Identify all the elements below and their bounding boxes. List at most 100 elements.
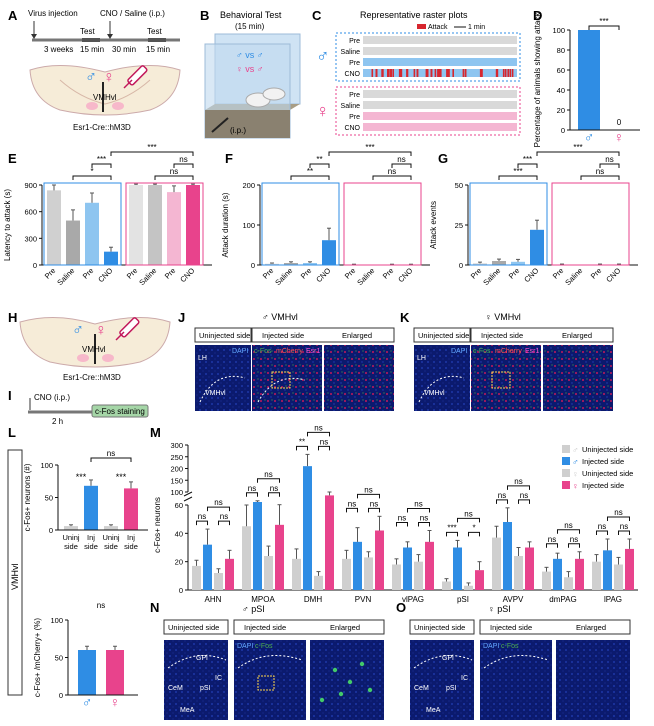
n-injected-image (234, 640, 306, 720)
e-sig2-line (173, 163, 194, 168)
m-sig-2-c-label: ns (314, 423, 322, 432)
m-sig-8-b-label: ns (620, 522, 628, 531)
g-bar-2 (511, 261, 525, 265)
m-sig-7-a-line (546, 543, 558, 548)
legend-scale: 1 min (468, 24, 485, 31)
j-enlarged-image (324, 345, 394, 411)
l-top-x-label-0-b: side (64, 542, 78, 551)
g-sig2-line (599, 163, 620, 168)
k-lh-label: LH (417, 355, 426, 362)
attack-tick (371, 69, 374, 77)
k-vmhvl-label: VMHvl (424, 390, 445, 397)
n-uninjected-label: Uninjected side (168, 623, 219, 632)
j-region-outline-2 (257, 377, 306, 403)
m-bar-vlPAG-2 (414, 561, 423, 590)
raster-row-bar-male-2 (363, 58, 517, 66)
m-sig-4-b-line (418, 522, 430, 527)
e-bar-5 (148, 185, 162, 265)
d-sig-label: *** (599, 17, 608, 26)
raster-title: Representative raster plots (360, 10, 468, 20)
panel-j-title: ♂ VMHvl (262, 312, 298, 322)
m-bar-vlPAG-0 (392, 564, 401, 590)
f-y-tick-label: 100 (242, 221, 255, 230)
f-sig1-line (309, 163, 330, 168)
g-bar-0 (473, 263, 487, 265)
m-bar-AVPV-3 (525, 547, 534, 590)
l-top-sig-between-line (90, 457, 132, 462)
m-y-label: c-Fos+ neurons (153, 497, 162, 553)
e-y-label: Latency to attack (s) (3, 189, 12, 261)
e-sig4-line (154, 175, 194, 180)
n-uninjected-header (163, 619, 229, 635)
j-injected-header (251, 327, 395, 343)
m-y-tick-label: 150 (170, 476, 183, 485)
e-sig2-label: ns (179, 155, 187, 164)
f-y-label: Attack duration (s) (221, 192, 230, 257)
f-sig0-line (290, 175, 330, 180)
o-outline-2 (483, 655, 549, 669)
m-legend-label-1: Injected side (582, 457, 624, 466)
m-x-label-3: PVN (355, 595, 372, 604)
l-top-x-label-2-a: Uninj (102, 533, 119, 542)
attack-tick (481, 69, 483, 77)
male-symbol-c: ♂ (316, 46, 330, 66)
m-sig-2-b-line (318, 445, 330, 451)
m-sig-6-a-label: ns (498, 491, 506, 500)
m-sig-6-b-line (518, 499, 530, 504)
m-sig-1-b-label: ns (270, 484, 278, 493)
o-region-cem: CeM (414, 685, 429, 692)
m-sig-2-a-label: ** (299, 437, 305, 446)
l-top-x-label-1-a: Inj (87, 533, 95, 542)
j-uninjected-image (195, 345, 251, 411)
d-y-tick-label: 60 (557, 66, 565, 75)
attack-tick (416, 69, 419, 77)
m-bar-dmPAG-3 (575, 558, 584, 590)
l-top-y-label: c-Fos+ neurons (#) (23, 463, 32, 531)
e-bar-0 (47, 190, 61, 265)
m-bar-AHN-0 (192, 565, 201, 590)
attack-tick (496, 69, 499, 77)
j-uninjected-header (194, 327, 252, 343)
o-region-psi: pSI (446, 685, 457, 692)
m-legend-swatch-2 (562, 469, 570, 477)
d-y-tick-label: 20 (557, 106, 565, 115)
k-esr1-label: Esr1 (525, 348, 540, 355)
f-x-label-4: Pre (343, 266, 358, 281)
panel-o: O ♀ pSI Uninjected side Injected side En… (396, 600, 631, 720)
g-bar-3 (530, 229, 544, 265)
l-bottom-bar-0 (78, 650, 96, 695)
m-legend-symbol-3: ♀ (572, 481, 579, 491)
attack-tick (389, 69, 392, 77)
syringe-icon-h (115, 317, 140, 341)
m-bar-pSI-2 (464, 585, 473, 590)
raster-row-label-female-3: CNO (344, 125, 360, 132)
chart-m: 0 20 40 60 100 150 200 250 300 c-Fos+ neurons AHN n… (153, 423, 638, 604)
f-bar-1 (284, 263, 298, 265)
j-region-outline (199, 376, 246, 403)
l-top-y-tick-label: 0 (49, 526, 53, 535)
mouse-2 (262, 87, 286, 101)
panel-letter-b: B (200, 8, 209, 23)
m-bar-pSI-0 (442, 581, 451, 590)
g-male-box (469, 182, 548, 266)
m-legend-label-3: Injected side (582, 481, 624, 490)
raster-row-label-male-0: Pre (349, 38, 360, 45)
attack-tick (509, 69, 512, 77)
m-x-label-4: vlPAG (402, 595, 424, 604)
f-x-label-1: Saline (273, 266, 294, 287)
raster-row-bar-male-0 (363, 36, 517, 44)
n-enlarged-label: Enlarged (330, 623, 360, 632)
cage-floor-front (205, 110, 290, 138)
g-sig0-line (498, 175, 538, 180)
l-top-x-label-3-a: Inj (127, 533, 135, 542)
m-sig-5-c-line (457, 517, 480, 523)
d-bar-0 (578, 30, 600, 130)
g-sig1-line (517, 163, 538, 168)
m-bar-lPAG-2 (614, 564, 623, 590)
e-male-box (43, 182, 122, 266)
